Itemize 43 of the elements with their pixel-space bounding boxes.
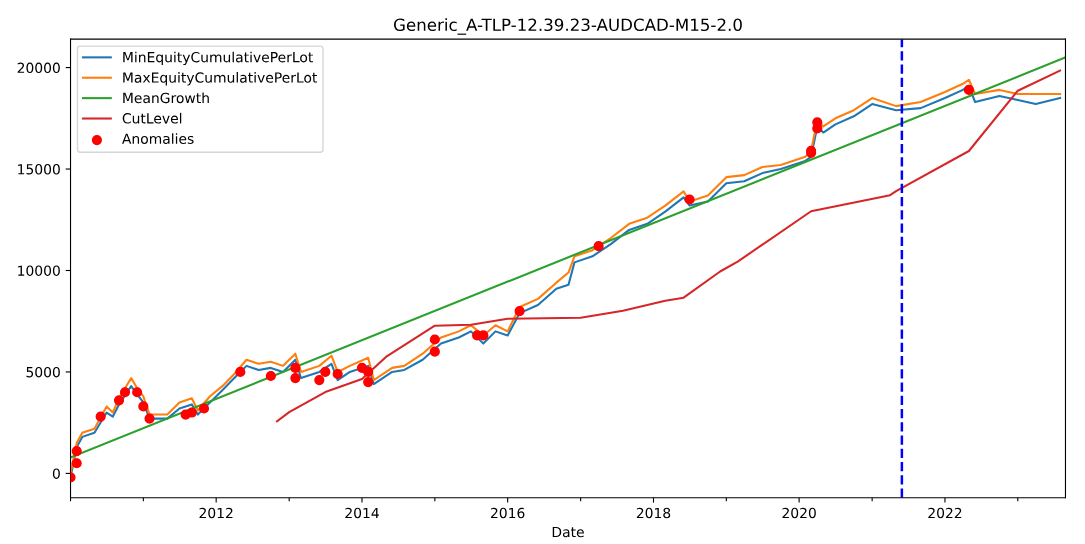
point [265, 370, 276, 382]
point [71, 458, 82, 469]
chart-title: Generic_A-TLP-12.39.23-AUDCAD-M15-2.0 [393, 18, 742, 35]
x-tick-label: 2018 [636, 507, 671, 519]
legend-label: Anomalies [122, 133, 194, 144]
y-tick-label: 20000 [17, 62, 60, 74]
legend-label: MaxEquityCumulativePerLot [123, 72, 318, 86]
x-tick-label: 2012 [199, 507, 233, 519]
point [429, 334, 440, 345]
point [363, 377, 374, 388]
point [235, 366, 246, 378]
y-tick-label: 15000 [18, 164, 60, 175]
point [363, 366, 374, 378]
x-axis-title: Date [552, 526, 584, 538]
point [963, 84, 974, 95]
point [429, 346, 440, 357]
point [290, 362, 301, 373]
x-tick-label: 2014 [345, 507, 379, 519]
point [684, 194, 695, 205]
legend-label: MinEquityCumulativePerLot [123, 51, 313, 66]
point [198, 403, 210, 414]
point [514, 305, 525, 317]
point [138, 401, 149, 412]
x-tick-label: 2022 [928, 507, 962, 519]
point [593, 241, 604, 252]
y-tick-label: 0 [52, 468, 60, 479]
legend-label: CutLevel [122, 112, 182, 124]
point [113, 395, 125, 406]
point [119, 387, 131, 398]
point [290, 372, 301, 384]
y-tick-label: 10000 [18, 265, 60, 276]
point [186, 407, 197, 418]
point [314, 374, 325, 386]
x-tick-label: 2016 [490, 507, 525, 519]
point [332, 368, 343, 380]
point [132, 387, 143, 398]
y-tick-label: 5000 [26, 366, 60, 378]
legend-label: MeanGrowth [123, 92, 209, 104]
point [95, 411, 106, 422]
point [71, 446, 82, 457]
x-tick-label: 2020 [782, 507, 816, 519]
point [320, 366, 331, 378]
point [144, 413, 155, 424]
